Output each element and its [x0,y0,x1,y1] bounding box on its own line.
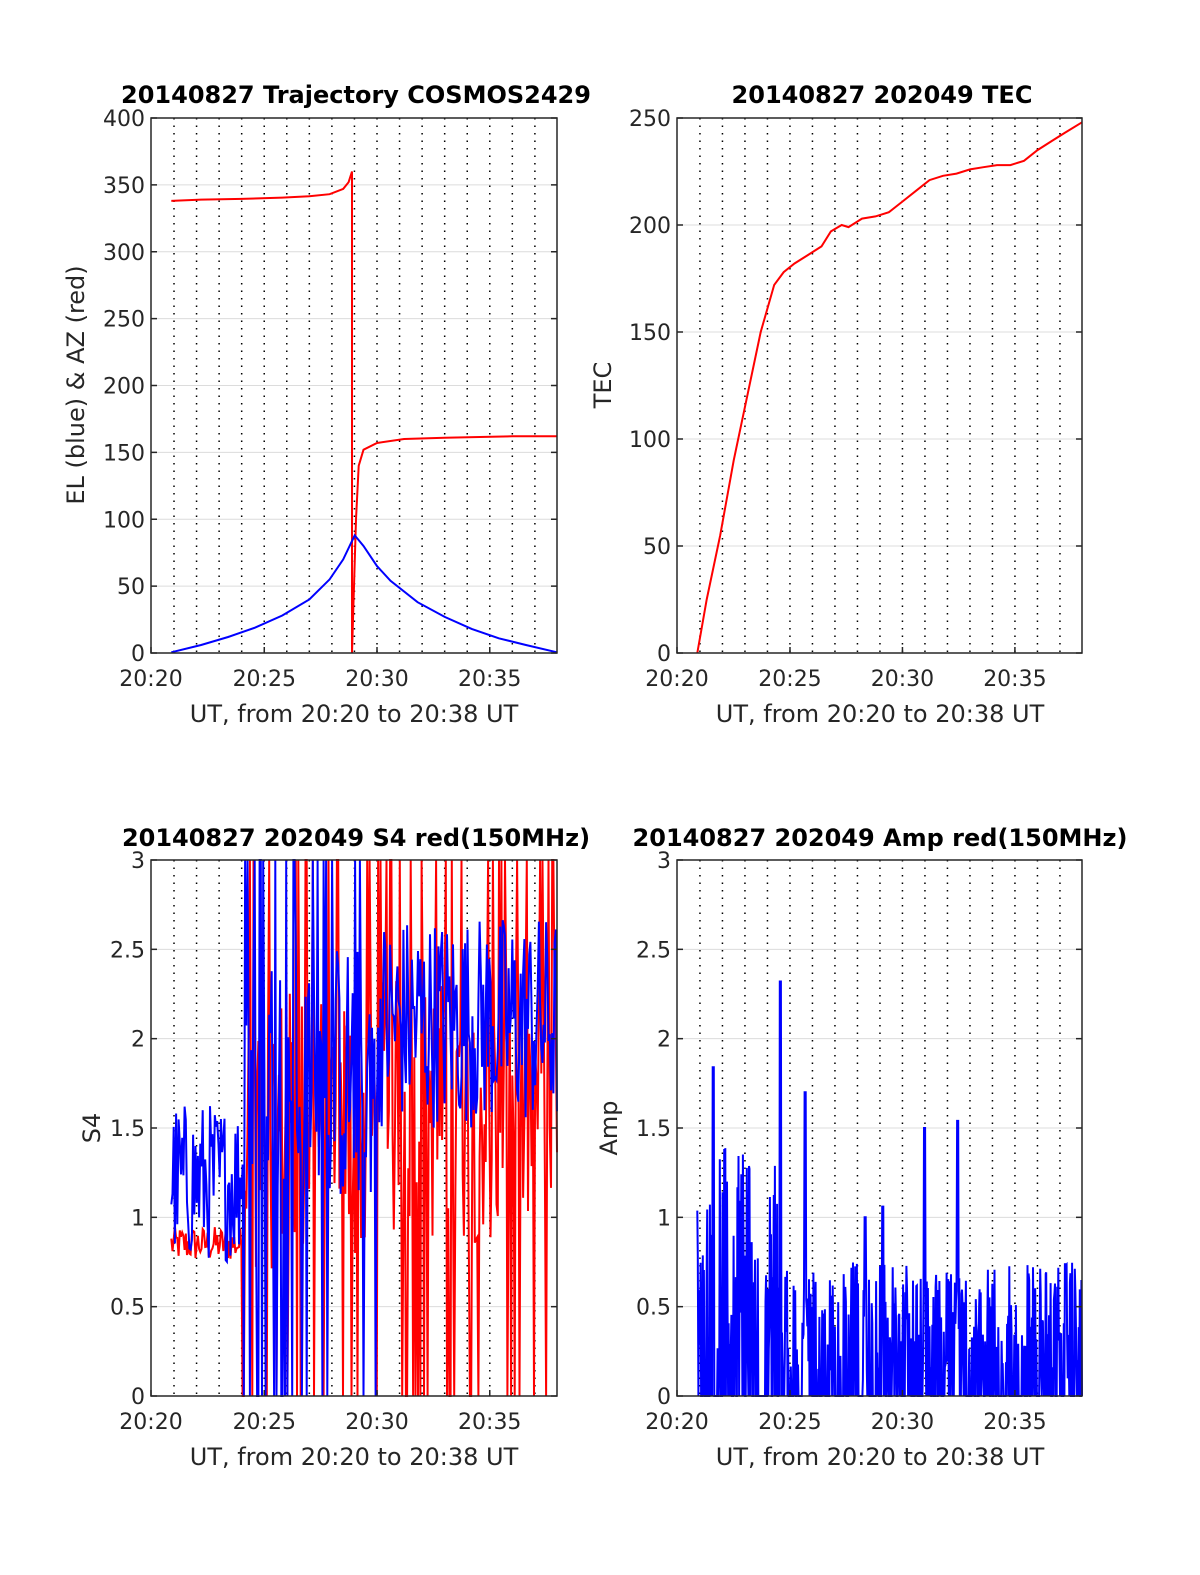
x-tick-label: 20:25 [233,667,296,692]
ticks: 0 0.5 1 1.5 2 2.5 3 20:20 20:25 20:30 20:35 [636,849,1082,1435]
x-axis-label: UT, from 20:20 to 20:38 UT [190,700,519,728]
y-tick-label: 350 [103,174,145,199]
y-tick-label: 200 [103,375,145,400]
x-axis-label: UT, from 20:20 to 20:38 UT [716,1443,1045,1471]
series-line [170,859,558,1397]
y-tick-label: 400 [103,107,145,132]
ticks: 0 50 100 150 200 250 20:20 20:25 20:30 20:35 [629,107,1082,692]
y-tick-label: 0 [131,642,145,667]
y-tick-label: 100 [629,428,671,453]
chart-s4: 20140827 202049 S4 red(150MHz) 0 0.5 1 1.5 2… [78,824,590,1471]
x-tick-label: 20:20 [119,1410,182,1435]
data-series [171,171,558,654]
y-tick-label: 2 [657,1028,671,1053]
y-tick-label: 1.5 [110,1117,145,1142]
ticks: 0 50 100 150 200 250 300 350 400 20:20 20:25 20:30 2… [103,107,557,692]
chart-tec: 20140827 202049 TEC 0 50 100 150 200 250 20:20… [589,81,1083,728]
y-axis-label: S4 [78,1113,106,1144]
x-axis-label: UT, from 20:20 to 20:38 UT [190,1443,519,1471]
y-tick-label: 50 [643,535,671,560]
y-tick-label: 2.5 [110,938,145,963]
x-tick-label: 20:20 [119,667,182,692]
y-tick-label: 0.5 [636,1296,671,1321]
y-tick-label: 250 [629,107,671,132]
chart-title: 20140827 202049 Amp red(150MHz) [633,824,1128,852]
x-tick-label: 20:25 [758,1410,821,1435]
y-tick-label: 1 [131,1206,145,1231]
y-tick-label: 0 [657,642,671,667]
chart-trajectory: 20140827 Trajectory COSMOS2429 0 50 100 150… [62,81,591,728]
y-axis-label: TEC [589,362,617,410]
x-tick-label: 20:35 [983,1410,1046,1435]
chart-title: 20140827 202049 S4 red(150MHz) [122,824,590,852]
x-tick-label: 20:30 [345,667,408,692]
chart-amp: 20140827 202049 Amp red(150MHz) 0 0.5 1 1.5… [595,824,1127,1471]
x-tick-label: 20:30 [345,1410,408,1435]
y-axis-label: EL (blue) & AZ (red) [62,265,90,504]
y-tick-label: 3 [657,849,671,874]
y-axis-label: Amp [595,1100,623,1155]
x-tick-label: 20:25 [233,1410,296,1435]
x-axis-label: UT, from 20:20 to 20:38 UT [716,700,1045,728]
data-series [696,121,1083,654]
x-tick-label: 20:30 [871,1410,934,1435]
series-line [171,533,558,654]
series-line [696,121,1083,654]
y-tick-label: 1 [657,1206,671,1231]
plot-frame [676,117,1083,654]
y-tick-label: 2.5 [636,938,671,963]
y-tick-label: 250 [103,308,145,333]
x-tick-label: 20:35 [458,667,521,692]
x-tick-label: 20:35 [458,1410,521,1435]
y-tick-label: 3 [131,849,145,874]
data-series [170,859,558,1397]
y-tick-label: 300 [103,241,145,266]
chart-title: 20140827 202049 TEC [732,81,1033,109]
series-line [351,435,557,654]
y-tick-label: 0 [657,1385,671,1410]
x-tick-label: 20:20 [645,1410,708,1435]
chart-title: 20140827 Trajectory COSMOS2429 [121,81,591,109]
y-tick-label: 0 [131,1385,145,1410]
y-tick-label: 50 [117,575,145,600]
x-tick-label: 20:35 [983,667,1046,692]
x-tick-label: 20:25 [758,667,821,692]
y-tick-label: 200 [629,214,671,239]
x-tick-label: 20:20 [645,667,708,692]
y-tick-label: 100 [103,508,145,533]
x-tick-label: 20:30 [871,667,934,692]
y-tick-label: 0.5 [110,1296,145,1321]
ticks: 0 0.5 1 1.5 2 2.5 3 20:20 20:25 20:30 20:35 [110,849,557,1435]
y-tick-label: 150 [103,441,145,466]
y-tick-label: 2 [131,1028,145,1053]
series-line [171,171,353,653]
y-tick-label: 150 [629,321,671,346]
y-tick-label: 1.5 [636,1117,671,1142]
